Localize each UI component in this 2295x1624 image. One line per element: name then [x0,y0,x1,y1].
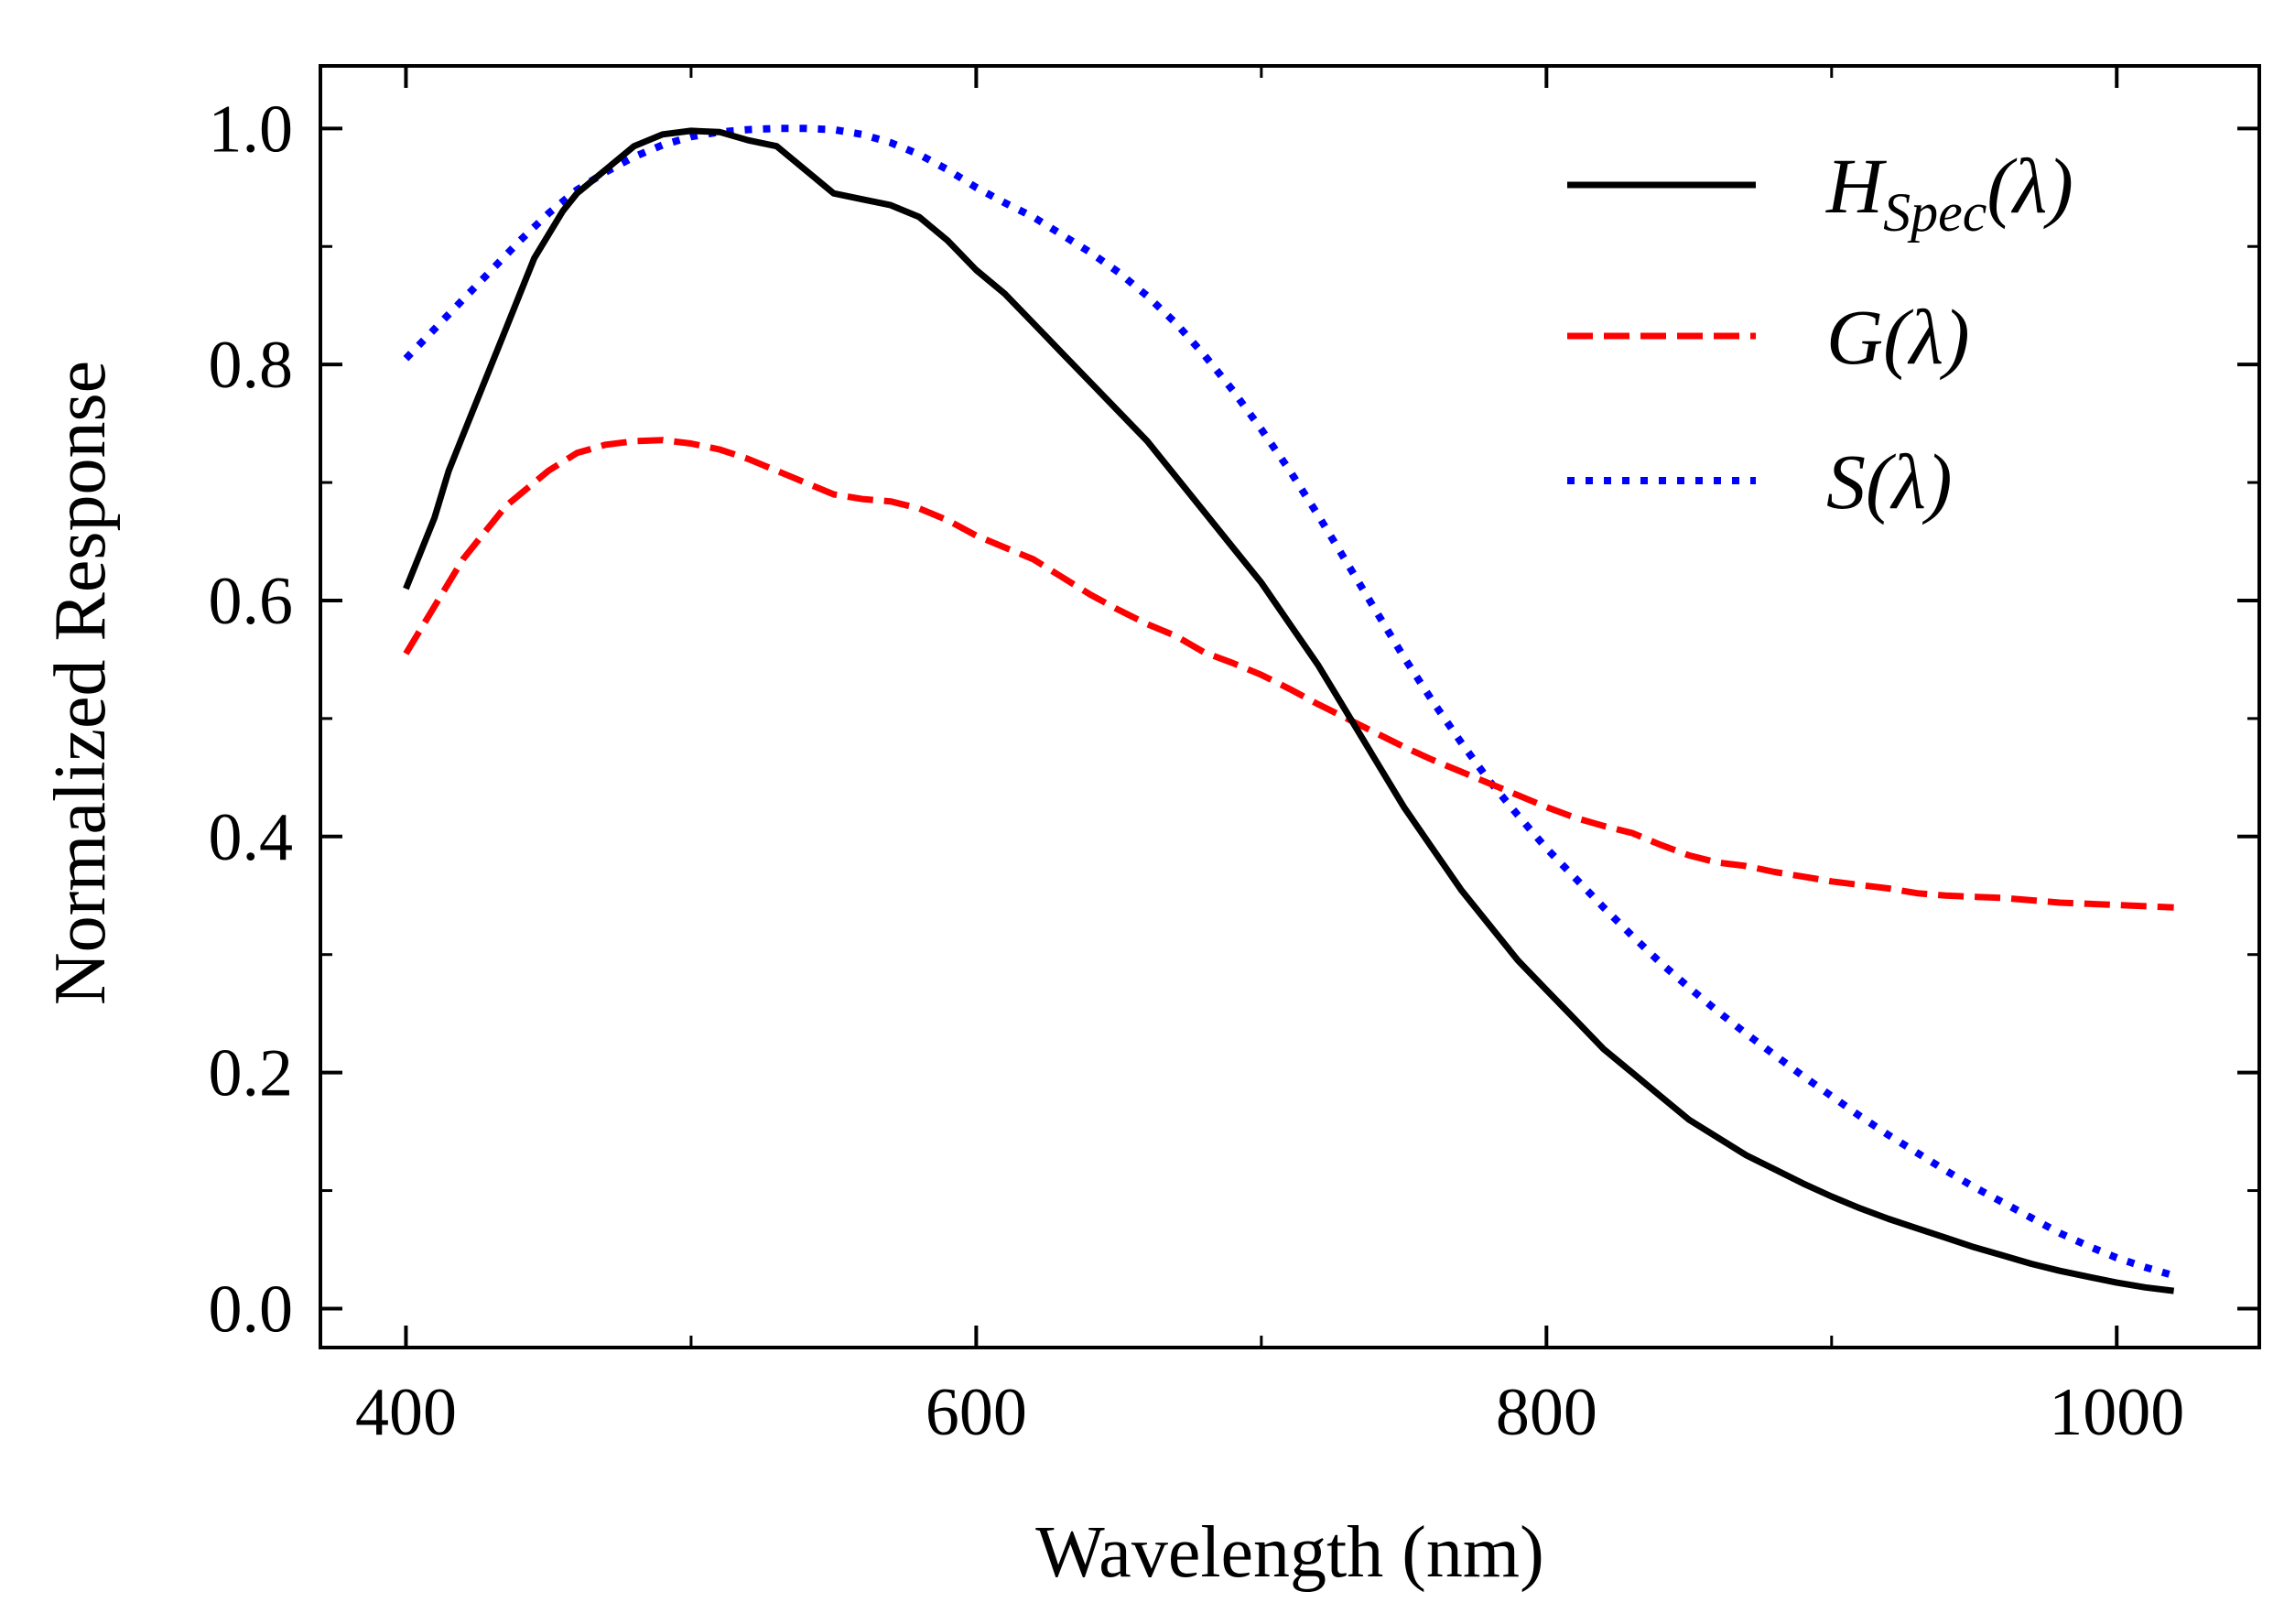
x-axis-label: Wavelength (nm) [1035,1512,1544,1593]
series-line-h-spec [403,127,2175,1294]
series-line-g [403,437,2174,911]
series-layer [403,125,2175,1294]
x-tick-label: 400 [355,1375,457,1450]
y-tick-label: 0.6 [209,564,294,639]
y-tick-label: 1.0 [209,92,294,167]
legend-label-g: G(λ) [1826,293,1970,381]
y-tick-label: 0.8 [209,328,294,403]
axis-ticks [320,66,2259,1348]
x-tick-labels: 400 600 800 1000 [355,1375,2184,1450]
y-tick-label: 0.0 [209,1272,294,1347]
legend: HSpec(λ) G(λ) S(λ) [1567,142,2073,525]
legend-label-s: S(λ) [1826,438,1953,525]
plot-frame [319,64,2261,1349]
y-tick-label: 0.2 [209,1036,294,1111]
legend-label-h-spec: HSpec(λ) [1825,142,2073,243]
x-tick-label: 1000 [2049,1375,2184,1450]
x-tick-label: 600 [926,1375,1027,1450]
y-tick-label: 0.4 [209,800,294,875]
x-tick-label: 800 [1496,1375,1597,1450]
y-tick-labels: 0.0 0.2 0.4 0.6 0.8 1.0 [209,92,294,1347]
y-axis-label: Normalized Response [40,361,121,1005]
